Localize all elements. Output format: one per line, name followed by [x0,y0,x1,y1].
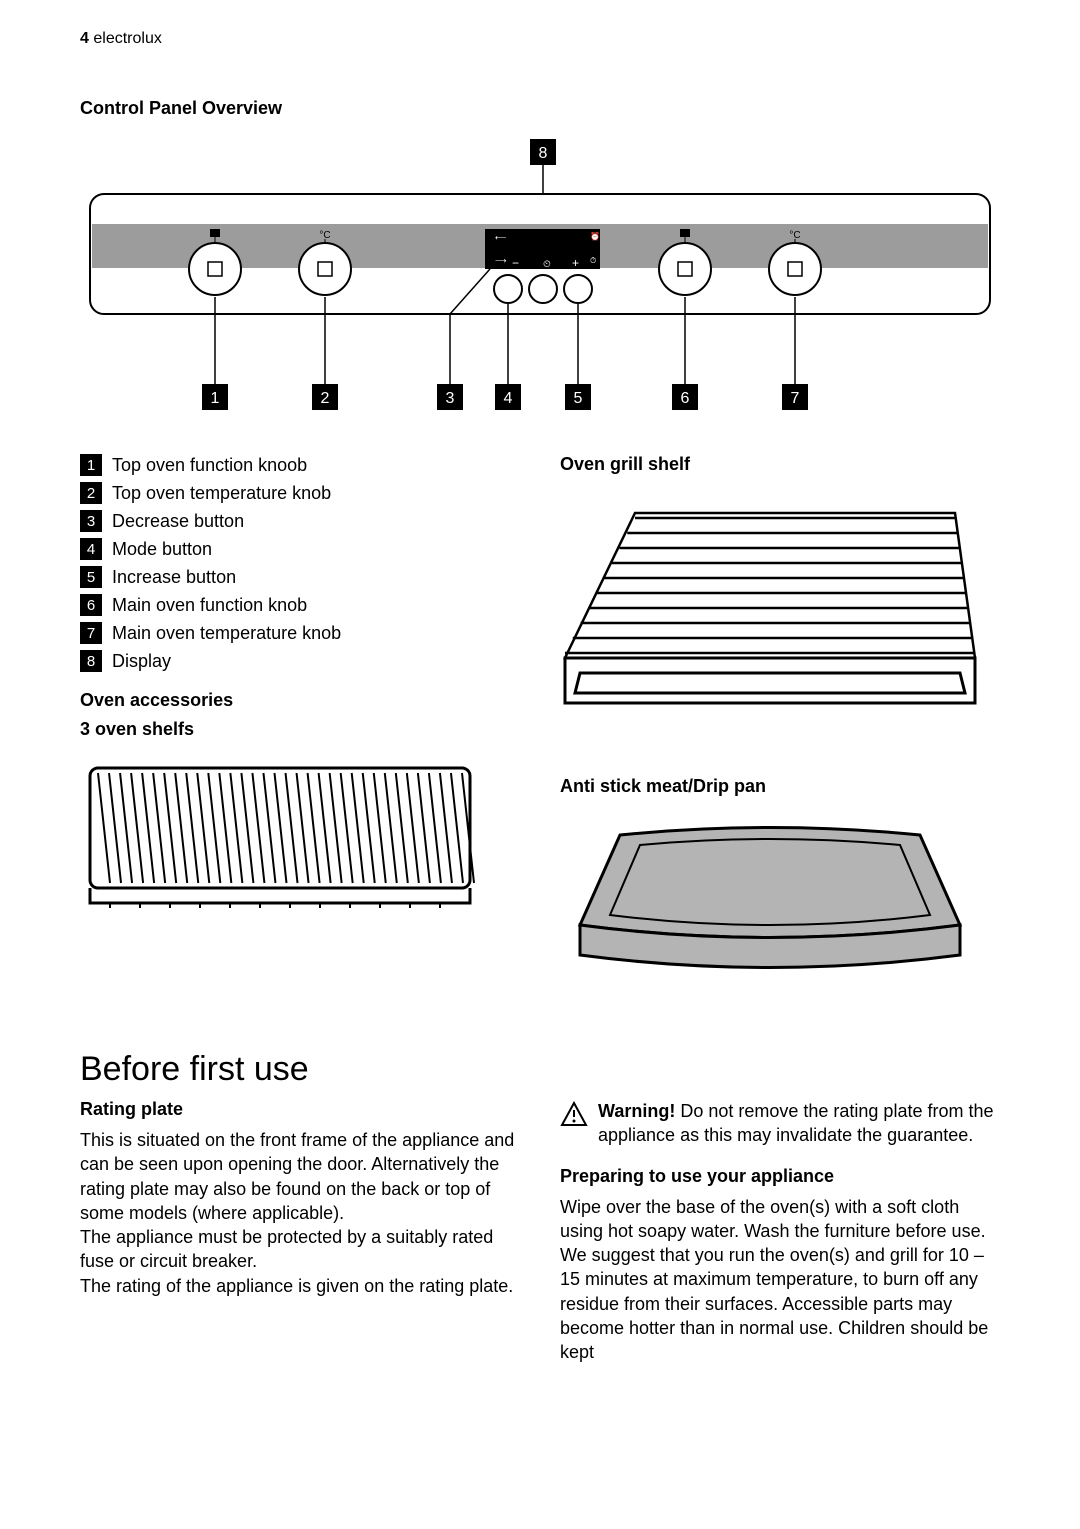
shelf-title: 3 oven shelfs [80,719,520,740]
legend-item: 2 Top oven temperature knob [80,482,520,504]
svg-text:⏲: ⏲ [543,259,551,270]
legend-item: 4 Mode button [80,538,520,560]
accessories-title: Oven accessories [80,690,520,711]
drip-pan-illustration [560,815,980,985]
svg-text:−: − [512,256,519,270]
legend-label: Top oven function knoob [112,455,307,476]
svg-text:⏱: ⏱ [590,256,596,265]
mode-button [529,275,557,303]
warning-text: Warning! Do not remove the rating plate … [598,1099,1000,1148]
page: 4 electrolux Control Panel Overview 8 [0,0,1080,1425]
callout-6-box: 6 [672,384,698,410]
legend-accessories-row: 1 Top oven function knoob 2 Top oven tempe… [80,454,1000,1010]
oven-shelf-illustration [80,758,480,918]
legend-label: Main oven function knob [112,595,307,616]
control-panel-svg: 8 °C ⟵ [80,139,1000,419]
rating-plate-body-2: The appliance must be protected by a sui… [80,1225,520,1274]
legend-item: 1 Top oven function knoob [80,454,520,476]
bfu-left-col: Rating plate This is situated on the fro… [80,1099,520,1365]
legend-label: Increase button [112,567,236,588]
preparing-body-2: We suggest that you run the oven(s) and … [560,1243,1000,1364]
legend-item: 6 Main oven function knob [80,594,520,616]
legend-list: 1 Top oven function knoob 2 Top oven tempe… [80,454,520,672]
callout-7-box: 7 [782,384,808,410]
drip-pan-title: Anti stick meat/Drip pan [560,776,1000,797]
legend-num: 2 [80,482,102,504]
grill-shelf-illustration [560,493,980,733]
svg-text:⟵: ⟵ [495,233,507,242]
legend-label: Display [112,651,171,672]
bfu-right-col: Warning! Do not remove the rating plate … [560,1099,1000,1365]
grill-shelf-title: Oven grill shelf [560,454,1000,475]
callout-5-box: 5 [565,384,591,410]
warning-label: Warning! [598,1101,675,1121]
before-first-use-heading: Before first use [80,1050,1000,1089]
svg-text:⏰: ⏰ [590,231,600,241]
legend-num: 5 [80,566,102,588]
svg-text:6: 6 [681,390,690,407]
legend-num: 6 [80,594,102,616]
callout-8: 8 [539,145,548,162]
control-panel-title: Control Panel Overview [80,98,1000,119]
preparing-title: Preparing to use your appliance [560,1166,1000,1187]
callout-2-box: 2 [312,384,338,410]
control-panel-diagram: 8 °C ⟵ [80,139,1000,424]
legend-label: Main oven temperature knob [112,623,341,644]
right-col: Oven grill shelf Anti stick meat/Drip pa… [560,454,1000,1010]
page-number: 4 [80,30,89,47]
legend-num: 8 [80,650,102,672]
warning-icon [560,1101,588,1127]
legend-item: 5 Increase button [80,566,520,588]
callout-4-box: 4 [495,384,521,410]
legend-num: 4 [80,538,102,560]
svg-text:7: 7 [791,390,800,407]
svg-text:+: + [572,256,579,270]
legend-item: 8 Display [80,650,520,672]
legend-item: 3 Decrease button [80,510,520,532]
display: ⟵ ⟶ ⏰ ⏱ − ⏲ + [485,229,600,270]
legend-label: Top oven temperature knob [112,483,331,504]
callout-1-box: 1 [202,384,228,410]
svg-text:5: 5 [574,390,583,407]
left-col: 1 Top oven function knoob 2 Top oven tempe… [80,454,520,1010]
legend-num: 7 [80,622,102,644]
rating-plate-body-1: This is situated on the front frame of t… [80,1128,520,1225]
legend-label: Mode button [112,539,212,560]
decrease-button [494,275,522,303]
legend-item: 7 Main oven temperature knob [80,622,520,644]
page-header: 4 electrolux [80,30,1000,48]
before-first-use-columns: Rating plate This is situated on the fro… [80,1099,1000,1365]
svg-text:4: 4 [504,390,513,407]
rating-plate-title: Rating plate [80,1099,520,1120]
rating-plate-body-3: The rating of the appliance is given on … [80,1274,520,1298]
legend-num: 3 [80,510,102,532]
legend-num: 1 [80,454,102,476]
callout-3-box: 3 [437,384,463,410]
svg-text:3: 3 [446,390,455,407]
legend-label: Decrease button [112,511,244,532]
header-brand: electrolux [93,30,161,47]
svg-text:2: 2 [321,390,330,407]
increase-button [564,275,592,303]
preparing-body-1: Wipe over the base of the oven(s) with a… [560,1195,1000,1244]
svg-text:⟶: ⟶ [495,256,507,265]
svg-text:1: 1 [211,390,220,407]
warning-row: Warning! Do not remove the rating plate … [560,1099,1000,1148]
